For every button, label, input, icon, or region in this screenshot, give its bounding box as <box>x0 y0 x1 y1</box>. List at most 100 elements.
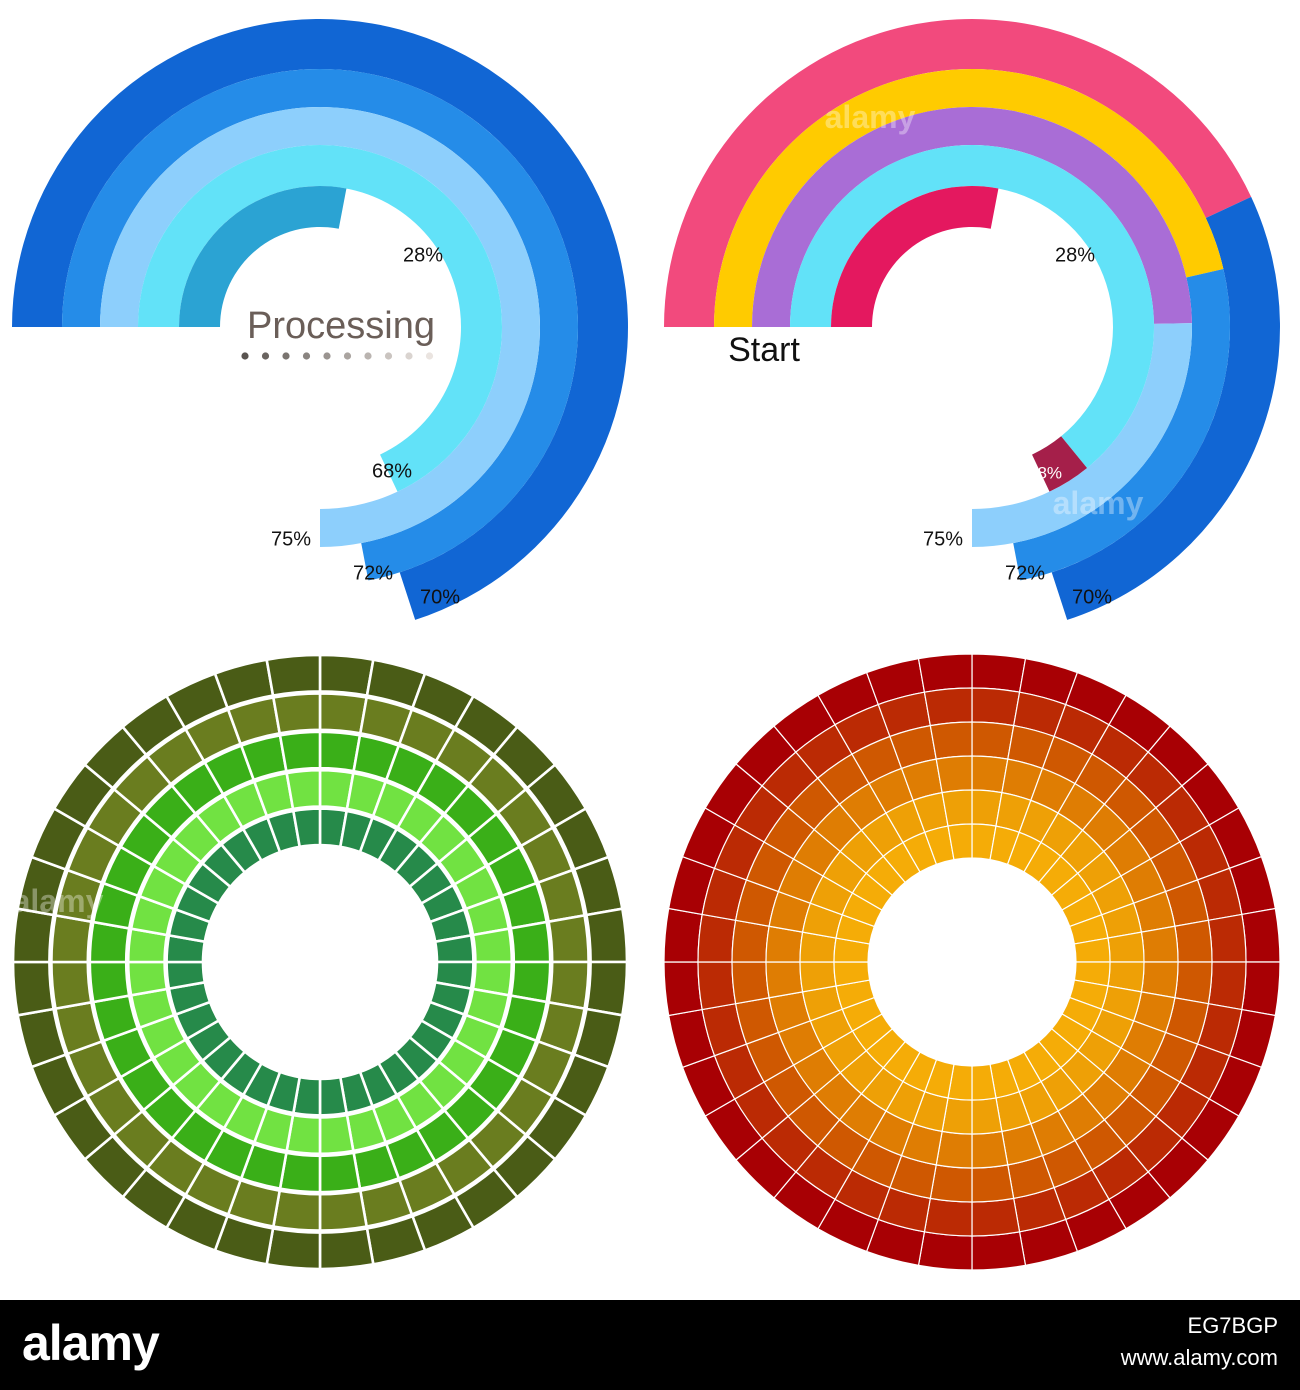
wheel-segment <box>799 961 837 993</box>
wheel-segment <box>917 653 973 693</box>
progress-dot <box>241 352 249 360</box>
progress-dot <box>364 352 372 360</box>
start-center-label: Start <box>728 331 800 369</box>
wheel-segment <box>584 960 629 1017</box>
ring-arc-68pct-a <box>790 144 1155 469</box>
wheel-segment <box>731 961 770 1005</box>
wheel-segment <box>271 1189 322 1232</box>
wheel-segment <box>1241 907 1281 963</box>
progress-dot <box>384 352 393 360</box>
wheel-segment <box>50 913 93 964</box>
wheel-segment <box>947 823 973 861</box>
wheel-segment <box>765 961 804 999</box>
wheel-segment <box>318 1113 355 1156</box>
ring-label-72pct: 72% <box>353 562 393 584</box>
footer-meta: EG7BGP www.alamy.com <box>1121 1310 1278 1374</box>
wheel-segment <box>971 721 1015 760</box>
orange-segmented-wheel <box>663 653 1281 1271</box>
wheel-segment <box>318 1226 375 1271</box>
ring-arc-68pct-b <box>1032 436 1088 492</box>
wheel-segment <box>923 1197 973 1237</box>
green-segmented-wheel <box>11 653 629 1271</box>
ring-label-75pct: 75% <box>923 528 963 550</box>
wheel-segment <box>663 907 703 963</box>
wheel-segment <box>547 913 590 964</box>
wheel-segment <box>50 960 93 1011</box>
wheel-segment <box>923 687 973 727</box>
wheel-segment <box>1241 961 1281 1017</box>
wheel-segment <box>935 755 973 794</box>
wheel-segment <box>697 961 737 1011</box>
wheel-segment <box>271 692 322 735</box>
ring-label-28pct: 28% <box>1055 244 1095 266</box>
ring-arc-28pct <box>179 185 347 327</box>
ring-label-68pct: 68% <box>372 460 412 482</box>
chart-canvas: 70% 72% 75% 68% 28% Processing 70% 72% 75% 68% 28… <box>11 19 1281 1271</box>
wheel-segment <box>88 960 131 1004</box>
ring-arc-72pct-b <box>1013 268 1230 581</box>
wheel-segment <box>547 960 590 1011</box>
wheel-segment <box>971 1164 1015 1203</box>
ring-arc-75pct-b <box>972 323 1192 547</box>
wheel-segment <box>285 768 322 811</box>
progress-dot <box>405 352 413 360</box>
ring-arc-72pct-a <box>714 69 1224 327</box>
wheel-segment <box>1207 913 1247 963</box>
wheel-segment <box>663 961 703 1017</box>
wheel-segment <box>509 920 552 964</box>
ring-arc-70pct-b <box>1051 196 1281 620</box>
watermark-text: alamy <box>13 883 104 919</box>
wheel-segment <box>697 913 737 963</box>
wheel-segment <box>11 960 56 1017</box>
wheel-segment <box>941 789 973 827</box>
ring-label-68pct: 68% <box>1028 463 1062 482</box>
wheel-segment <box>971 1097 1003 1135</box>
processing-center-label: Processing <box>247 305 435 347</box>
progress-dot <box>282 352 290 360</box>
processing-ring-chart: 70% 72% 75% 68% 28% Processing <box>12 19 628 620</box>
ring-label-75pct: 75% <box>271 528 311 550</box>
wheel-segment <box>1140 925 1179 963</box>
wheel-segment <box>584 907 629 964</box>
wheel-segment <box>433 933 475 964</box>
wheel-segment <box>929 721 973 760</box>
ring-label-28pct: 28% <box>403 244 443 266</box>
ring-arc-70pct-a <box>664 19 1252 328</box>
wheel-segment <box>318 692 369 735</box>
progress-dot <box>323 352 331 360</box>
ring-label-72pct: 72% <box>1005 562 1045 584</box>
site-url: www.alamy.com <box>1120 1345 1278 1370</box>
wheel-segment <box>1207 961 1247 1011</box>
wheel-segment <box>265 653 322 698</box>
watermark-text: alamy <box>825 99 916 135</box>
wheel-segment <box>291 807 322 849</box>
wheel-segment <box>278 730 322 773</box>
watermark-text: alamy <box>1053 485 1144 521</box>
wheel-segment <box>318 1151 362 1194</box>
wheel-segment <box>971 1231 1027 1271</box>
wheel-segment <box>971 653 1027 693</box>
image-id: EG7BGP <box>1187 1313 1278 1338</box>
progress-dot <box>343 352 352 360</box>
wheel-segment <box>318 1075 349 1117</box>
wheel-segment <box>1174 961 1213 1005</box>
ring-arc-75pct-a <box>751 106 1192 327</box>
progress-dot <box>425 352 434 360</box>
wheel-segment <box>165 960 207 991</box>
progress-dot <box>261 352 270 360</box>
alamy-logo: alamy <box>22 1315 160 1371</box>
watermark-overlay: alamy alamy alamy <box>13 99 1144 919</box>
ring-label-70pct: 70% <box>420 586 460 608</box>
start-ring-chart: 70% 72% 75% 68% 28% Start <box>664 19 1281 620</box>
wheel-segment <box>126 960 169 997</box>
ring-arc-28pct <box>831 185 999 327</box>
wheel-segment <box>471 927 514 964</box>
wheel-segment <box>917 1231 973 1271</box>
wheel-segment <box>971 687 1021 727</box>
progress-dot <box>302 352 311 360</box>
watermark-footer: alamy EG7BGP www.alamy.com <box>0 1300 1300 1390</box>
wheel-segment <box>318 653 375 698</box>
wheel-segment <box>929 1164 973 1203</box>
wheel-segment <box>971 1197 1021 1237</box>
wheel-segment <box>1174 919 1213 963</box>
